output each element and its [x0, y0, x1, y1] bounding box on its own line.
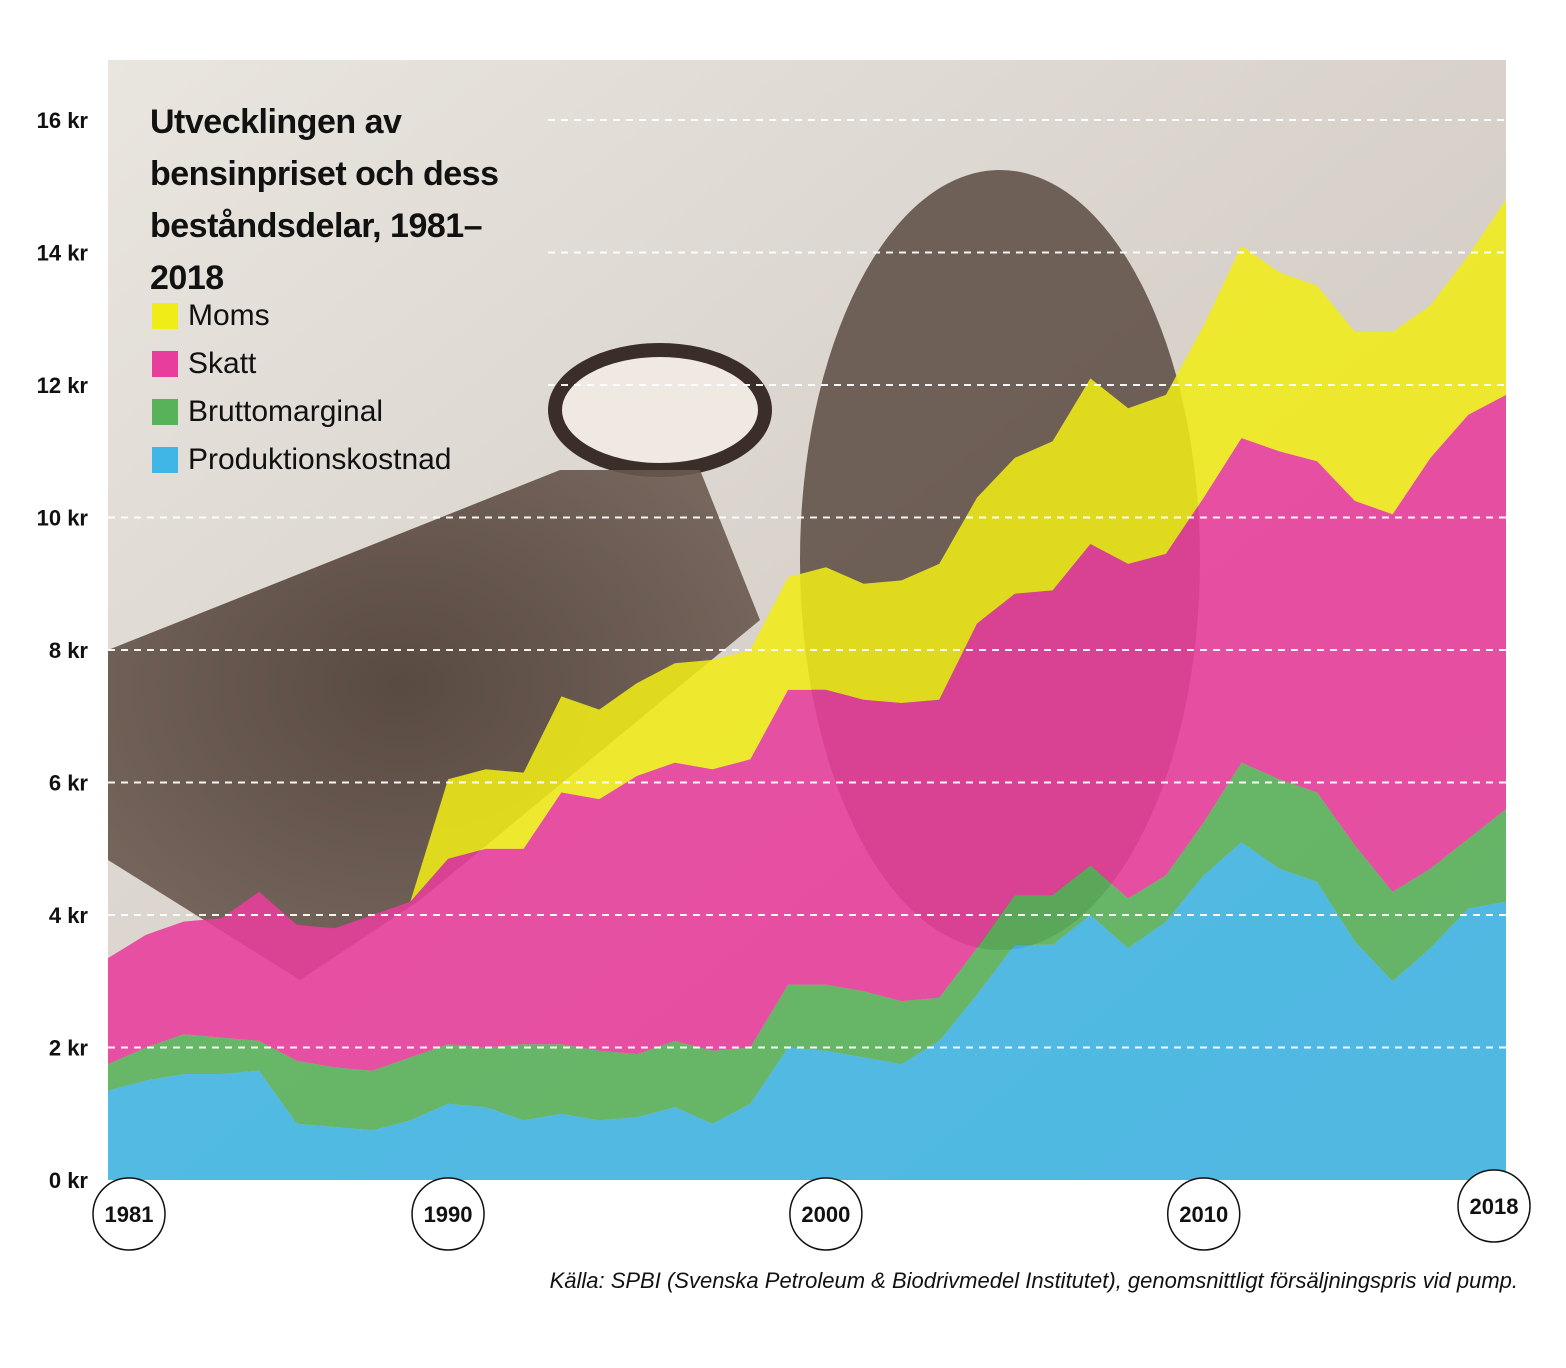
legend: Moms Skatt Bruttomarginal Produktionskos… — [152, 292, 452, 484]
legend-item-bruttomarginal: Bruttomarginal — [152, 388, 452, 436]
y-tick-label: 8 kr — [49, 638, 89, 663]
area-moms — [108, 199, 1506, 959]
x-axis-labels: 1981 1990 2000 2010 2018 — [92, 1169, 1531, 1251]
legend-item-produktionskostnad: Produktionskostnad — [152, 436, 452, 484]
source-note: Källa: SPBI (Svenska Petroleum & Biodriv… — [549, 1268, 1518, 1293]
x-tick-label: 1981 — [105, 1202, 154, 1227]
legend-label-produktionskostnad: Produktionskostnad — [188, 443, 452, 476]
x-tick-circle — [1166, 1177, 1241, 1251]
legend-swatch-produktionskostnad — [152, 447, 178, 473]
legend-swatch-skatt — [152, 351, 178, 377]
legend-swatch-moms — [152, 303, 178, 329]
stacked-areas — [108, 199, 1506, 1180]
legend-item-moms: Moms — [152, 292, 452, 340]
area-skatt — [108, 394, 1506, 1071]
y-tick-label: 12 kr — [37, 373, 89, 398]
legend-label-moms: Moms — [188, 299, 270, 332]
legend-label-skatt: Skatt — [188, 347, 257, 380]
x-tick-circle — [411, 1177, 485, 1251]
y-tick-label: 4 kr — [49, 903, 89, 928]
x-tick-circle — [789, 1177, 863, 1251]
y-axis-labels: 0 kr 2 kr 4 kr 6 kr 8 kr 10 kr 12 kr 14 kr 16 kr — [37, 108, 89, 1193]
fuel-nozzle — [108, 470, 760, 980]
x-tick-label: 2018 — [1470, 1194, 1519, 1219]
y-tick-label: 0 kr — [49, 1168, 89, 1193]
y-tick-label: 6 kr — [49, 771, 89, 796]
y-tick-label: 16 kr — [37, 108, 89, 133]
y-tick-label: 10 kr — [37, 506, 89, 531]
y-tick-label: 2 kr — [49, 1036, 89, 1061]
x-tick-circle — [1457, 1169, 1531, 1243]
fuel-cap — [548, 343, 772, 477]
x-tick-label: 1990 — [424, 1202, 473, 1227]
x-tick-label: 2000 — [801, 1202, 850, 1227]
legend-label-bruttomarginal: Bruttomarginal — [188, 395, 384, 428]
legend-swatch-bruttomarginal — [152, 399, 178, 425]
area-produktionskostnad — [108, 842, 1506, 1180]
legend-item-skatt: Skatt — [152, 340, 452, 388]
y-tick-label: 14 kr — [37, 241, 89, 266]
x-tick-circle — [92, 1177, 166, 1251]
y-grid — [108, 119, 1506, 1049]
x-tick-label: 2010 — [1179, 1202, 1228, 1227]
chart-title: Utvecklingen av bensinpriset och dess be… — [150, 103, 499, 297]
